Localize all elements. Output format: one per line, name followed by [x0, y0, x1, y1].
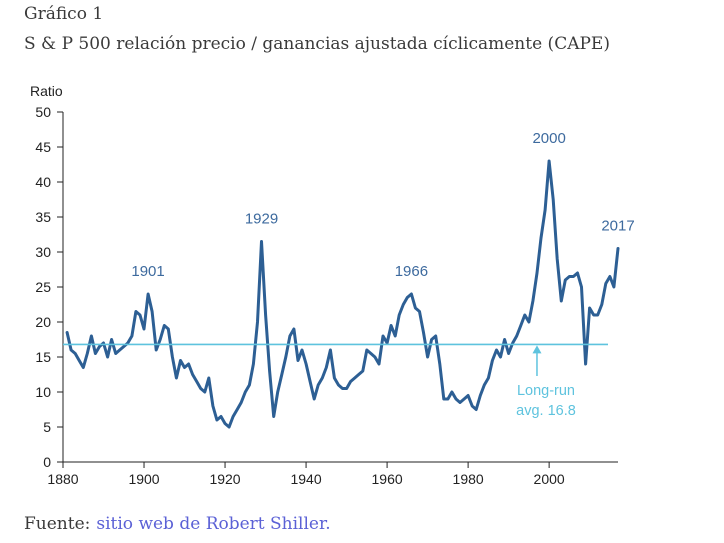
chart-subtitle: S & P 500 relación precio / ganancias aj…: [24, 34, 610, 54]
x-tick-label: 1980: [453, 471, 484, 487]
average-label-line2: avg. 16.8: [516, 403, 576, 419]
peak-label-2017: 2017: [601, 218, 634, 235]
peak-label-1929: 1929: [245, 211, 278, 228]
y-tick-label: 20: [35, 314, 51, 330]
y-tick-label: 30: [35, 244, 51, 260]
cape-series-line: [65, 159, 620, 429]
series-layer: [65, 159, 620, 429]
y-tick-label: 10: [35, 384, 51, 400]
y-tick-label: 5: [43, 419, 51, 435]
source-line: Fuente: sitio web de Robert Shiller.: [24, 514, 331, 534]
source-label: Fuente:: [24, 514, 91, 534]
x-tick-label: 1900: [128, 471, 159, 487]
average-label-line1: Long-run: [517, 383, 575, 399]
y-tick-label: 25: [35, 279, 51, 295]
x-tick-label: 1940: [290, 471, 321, 487]
y-tick-label: 40: [35, 174, 51, 190]
y-tick-label: 35: [35, 209, 51, 225]
x-tick-label: 1880: [47, 471, 78, 487]
annotations-layer: 1901 1929 1966 2000 2017: [131, 130, 634, 280]
y-tick-label: 15: [35, 349, 51, 365]
x-tick-label: 1920: [209, 471, 240, 487]
y-tick-label: 50: [35, 104, 51, 120]
average-arrow-head: [532, 345, 542, 354]
x-tick-label: 1960: [372, 471, 403, 487]
y-tick-label: 0: [43, 454, 51, 470]
y-tick-label: 45: [35, 139, 51, 155]
chart-title: Gráfico 1: [24, 4, 104, 24]
source-link[interactable]: sitio web de Robert Shiller.: [96, 514, 331, 534]
average-layer: Long-run avg. 16.8: [63, 343, 608, 419]
y-axis-label: Ratio: [30, 83, 63, 99]
y-axis: 0 5 10 15 20 25 30 35 40 45 50: [35, 104, 64, 470]
peak-label-1966: 1966: [395, 263, 428, 280]
peak-label-2000: 2000: [532, 130, 565, 147]
peak-label-1901: 1901: [131, 263, 164, 280]
x-axis: 1880 1900 1920 1940 1960 1980 2000: [47, 461, 618, 487]
x-tick-label: 2000: [534, 471, 565, 487]
